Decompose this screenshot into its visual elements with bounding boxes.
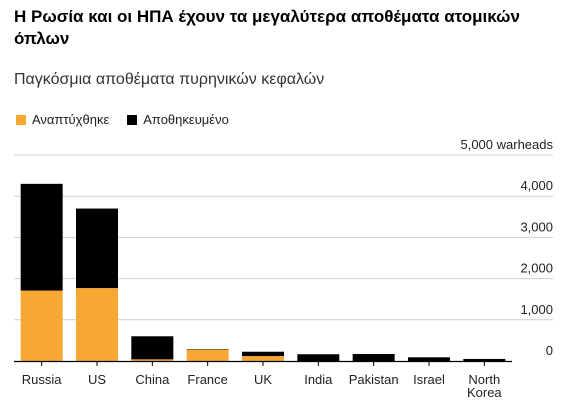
x-tick-label-line: Korea xyxy=(467,385,502,400)
x-tick-label-us: US xyxy=(88,372,106,387)
bar-china-stored xyxy=(131,336,174,360)
legend-swatch-deployed xyxy=(16,114,26,125)
legend-swatch-stored xyxy=(127,114,138,125)
x-tick-label-line: Israel xyxy=(413,372,445,387)
chart-title: Η Ρωσία και οι ΗΠΑ έχουν τα μεγαλύτερα α… xyxy=(14,7,520,48)
axis-layer: 0 1,000 2,000 3,000 4,000 5,000 warheads Russi… xyxy=(14,137,553,400)
bar-china-deployed xyxy=(131,359,174,361)
y-tick-label-2000: 2,000 xyxy=(520,261,553,276)
bar-us-stored xyxy=(76,208,118,289)
bars-layer xyxy=(20,183,506,361)
x-tick-label-line: India xyxy=(304,372,333,387)
x-tick-label-line: China xyxy=(135,372,170,387)
y-tick-label-0: 0 xyxy=(546,343,553,358)
x-tick-label-line: Russia xyxy=(22,372,63,387)
legend-label-stored: Αποθηκευμένο xyxy=(143,112,229,127)
x-tick-label-line: France xyxy=(187,372,227,387)
bar-russia-stored xyxy=(20,183,63,291)
y-tick-label-4000: 4,000 xyxy=(520,178,553,193)
x-tick-label-india: India xyxy=(304,372,333,387)
bar-russia-deployed xyxy=(20,290,63,361)
y-tick-label-1000: 1,000 xyxy=(520,302,553,317)
x-tick-label-china: China xyxy=(135,372,170,387)
bar-israel-stored xyxy=(408,357,450,361)
bar-us-deployed xyxy=(76,288,118,361)
bar-india-stored xyxy=(297,354,340,361)
bar-france-deployed xyxy=(186,349,229,361)
legend-label-deployed: Αναπτύχθηκε xyxy=(32,112,110,127)
x-tick-label-uk: UK xyxy=(254,372,272,387)
bar-uk-stored xyxy=(242,351,284,357)
bar-uk-deployed xyxy=(242,356,284,361)
legend-item-deployed: Αναπτύχθηκε xyxy=(16,112,109,127)
x-tick-label-russia: Russia xyxy=(22,372,63,387)
x-tick-label-line: Pakistan xyxy=(349,372,399,387)
x-tick-label-france: France xyxy=(187,372,227,387)
chart-subtitle: Παγκόσμια αποθέματα πυρηνικών κεφαλών xyxy=(14,71,325,88)
legend: Αναπτύχθηκε Αποθηκευμένο xyxy=(16,112,247,127)
legend-item-stored: Αποθηκευμένο xyxy=(127,112,229,127)
x-tick-label-pakistan: Pakistan xyxy=(349,372,399,387)
x-tick-label-israel: Israel xyxy=(413,372,445,387)
x-tick-label-line: US xyxy=(88,372,106,387)
x-tick-label-line: UK xyxy=(254,372,272,387)
bar-pakistan-stored xyxy=(352,353,395,361)
x-tick-label-north-korea: North Korea xyxy=(467,372,502,400)
bar-north-korea-stored xyxy=(463,358,506,361)
y-tick-label-3000: 3,000 xyxy=(520,219,553,234)
y-tick-label-5000: 5,000 warheads xyxy=(460,137,553,152)
x-tick-label-line: North xyxy=(468,372,500,387)
